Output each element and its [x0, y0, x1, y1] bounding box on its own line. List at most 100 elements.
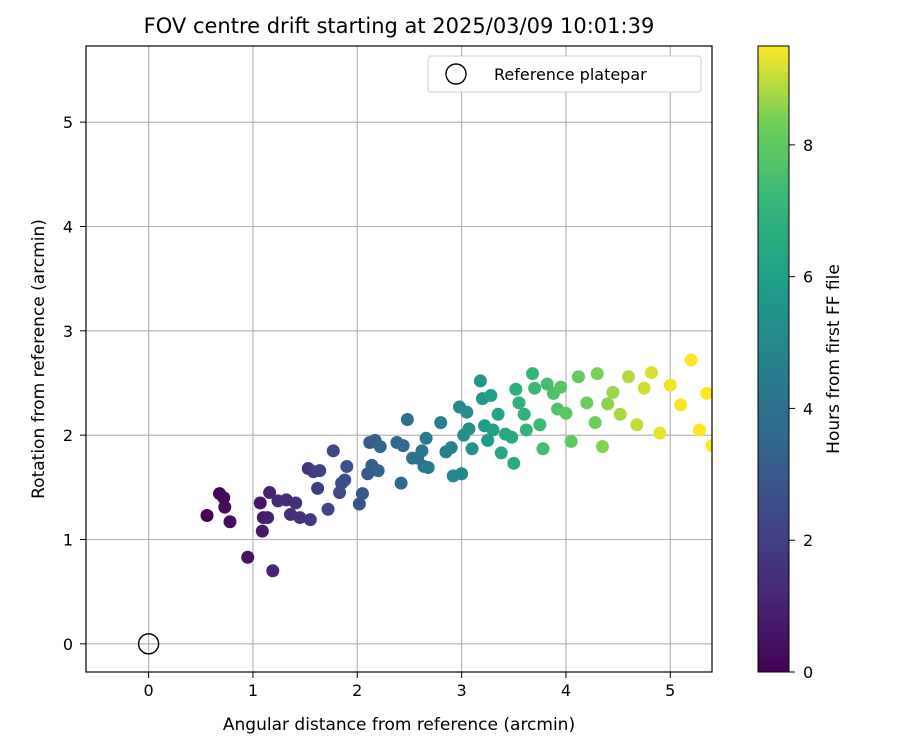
- colorbar: [757, 45, 790, 673]
- data-point: [644, 366, 658, 380]
- data-point: [326, 444, 340, 458]
- data-point: [303, 513, 317, 527]
- data-point: [473, 374, 487, 388]
- data-point: [419, 431, 433, 445]
- x-tick-label: 2: [352, 681, 362, 700]
- data-point: [352, 497, 366, 511]
- data-point: [218, 500, 232, 514]
- colorbar-tick-label: 6: [803, 268, 813, 287]
- data-point: [444, 441, 458, 455]
- x-tick-label: 5: [665, 681, 675, 700]
- x-tick-label: 4: [561, 681, 571, 700]
- data-point: [509, 382, 523, 396]
- data-points: [200, 353, 712, 578]
- data-point: [460, 405, 474, 419]
- data-point: [494, 446, 508, 460]
- colorbar-label: Hours from first FF file: [824, 264, 844, 454]
- data-point: [313, 464, 327, 478]
- y-tick-label: 0: [63, 635, 73, 654]
- data-point: [338, 473, 352, 487]
- data-point: [481, 433, 495, 447]
- data-point: [684, 353, 698, 367]
- data-point: [601, 397, 615, 411]
- data-point: [289, 496, 303, 510]
- legend-marker: [445, 63, 467, 85]
- data-point: [241, 550, 255, 564]
- data-point: [519, 423, 533, 437]
- data-point: [705, 439, 712, 453]
- data-point: [595, 440, 609, 454]
- data-point: [700, 386, 712, 400]
- data-point: [263, 486, 277, 500]
- data-point: [415, 444, 429, 458]
- data-point: [491, 407, 505, 421]
- data-point: [540, 377, 554, 391]
- data-point: [311, 481, 325, 495]
- colorbar-tick-label: 8: [803, 136, 813, 155]
- y-axis-ticks: 0 1 2 3 4 5: [63, 113, 86, 654]
- data-point: [355, 487, 369, 501]
- data-point: [536, 442, 550, 456]
- data-point: [606, 385, 620, 399]
- x-axis-ticks: 0 1 2 3 4 5: [144, 672, 675, 700]
- data-point: [223, 515, 237, 529]
- plot-frame: [85, 45, 713, 673]
- y-tick-label: 2: [63, 426, 73, 445]
- data-point: [217, 491, 231, 505]
- data-point: [564, 434, 578, 448]
- chart-title: FOV centre drift starting at 2025/03/09 …: [144, 14, 655, 38]
- data-point: [533, 418, 547, 432]
- reference-marker-group: [137, 633, 160, 655]
- data-point: [434, 416, 448, 430]
- colorbar-tick-label: 4: [803, 399, 813, 418]
- legend-box: [427, 55, 702, 93]
- y-tick-label: 3: [63, 322, 73, 341]
- data-point: [692, 423, 706, 437]
- data-point: [622, 370, 636, 384]
- data-point: [293, 511, 307, 525]
- data-point: [421, 461, 435, 475]
- data-point: [340, 459, 354, 473]
- data-point: [559, 406, 573, 420]
- data-point: [663, 378, 677, 392]
- data-point: [266, 564, 280, 578]
- data-point: [571, 370, 585, 384]
- x-tick-label: 1: [248, 681, 258, 700]
- data-point: [526, 367, 540, 381]
- y-tick-label: 5: [63, 113, 73, 132]
- x-tick-label: 3: [457, 681, 467, 700]
- data-point: [455, 467, 469, 481]
- legend: Reference platepar: [427, 55, 702, 93]
- data-point: [373, 440, 387, 454]
- data-point: [255, 524, 269, 538]
- data-point: [580, 396, 594, 410]
- data-point: [512, 396, 526, 410]
- y-tick-label: 4: [63, 217, 73, 236]
- data-point: [396, 439, 410, 453]
- data-point: [462, 422, 476, 436]
- x-tick-label: 0: [144, 681, 154, 700]
- data-point: [465, 442, 479, 456]
- reference-marker: [137, 633, 160, 655]
- data-point: [674, 398, 688, 412]
- data-point: [630, 418, 644, 432]
- data-point: [400, 413, 414, 427]
- data-point: [613, 407, 627, 421]
- data-point: [253, 496, 267, 510]
- data-point: [590, 367, 604, 381]
- data-point: [637, 381, 651, 395]
- colorbar-tick-label: 2: [803, 531, 813, 550]
- legend-label: Reference platepar: [494, 65, 647, 84]
- data-point: [484, 389, 498, 403]
- colorbar-tick-label: 0: [803, 663, 813, 682]
- data-point: [528, 381, 542, 395]
- grid: [86, 46, 712, 672]
- y-axis-label: Rotation from reference (arcmin): [29, 219, 49, 499]
- data-point: [588, 416, 602, 430]
- y-tick-label: 1: [63, 530, 73, 549]
- data-point: [507, 456, 521, 470]
- data-point: [371, 464, 385, 478]
- data-point: [200, 509, 214, 522]
- data-point: [517, 407, 531, 421]
